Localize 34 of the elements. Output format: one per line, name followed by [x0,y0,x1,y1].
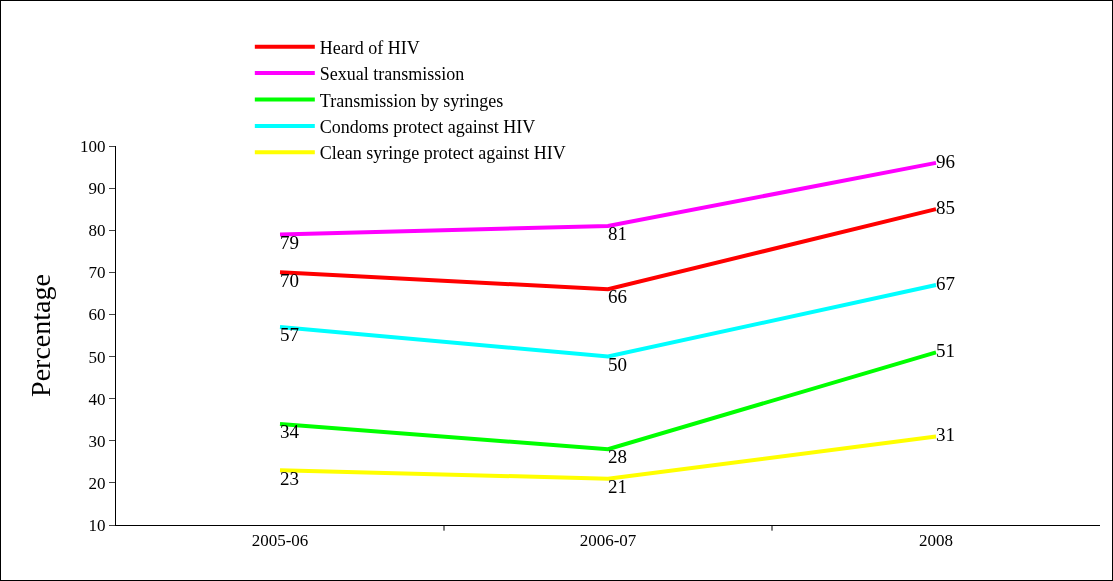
y-tick-label: 100 [80,136,106,156]
legend-label: Clean syringe protect against HIV [319,143,566,164]
y-tick-label: 50 [88,347,106,367]
y-tick-label: 10 [88,515,106,535]
y-tick-label: 20 [88,473,106,493]
data-label: 96 [936,150,955,172]
data-label: 57 [280,324,299,346]
data-label: 51 [936,340,955,362]
legend-label: Transmission by syringes [319,90,504,111]
y-tick-label: 70 [88,263,106,283]
y-tick-label: 40 [88,389,106,409]
y-tick-label: 30 [88,431,106,451]
data-label: 34 [280,421,300,443]
x-tick-label: 2005-06 [251,531,309,551]
data-label: 21 [608,475,627,497]
y-tick-label: 80 [88,221,106,241]
y-axis-title: Percentage [25,274,56,397]
data-label: 79 [280,231,299,253]
y-tick-label: 60 [88,305,106,325]
legend-label: Heard of HIV [319,37,420,58]
data-label: 66 [608,286,627,308]
data-label: 50 [608,353,627,375]
data-label: 28 [608,446,627,468]
y-tick-label: 90 [88,179,106,199]
x-tick-label: 2006-07 [579,531,637,551]
data-label: 81 [608,223,627,245]
data-label: 67 [936,272,955,294]
data-label: 31 [936,424,955,446]
legend-label: Condoms protect against HIV [319,116,536,137]
x-tick-label: 2008 [919,531,953,551]
data-label: 85 [936,196,955,218]
legend-label: Sexual transmission [319,64,465,85]
data-label: 23 [280,467,299,489]
data-label: 70 [280,269,299,291]
